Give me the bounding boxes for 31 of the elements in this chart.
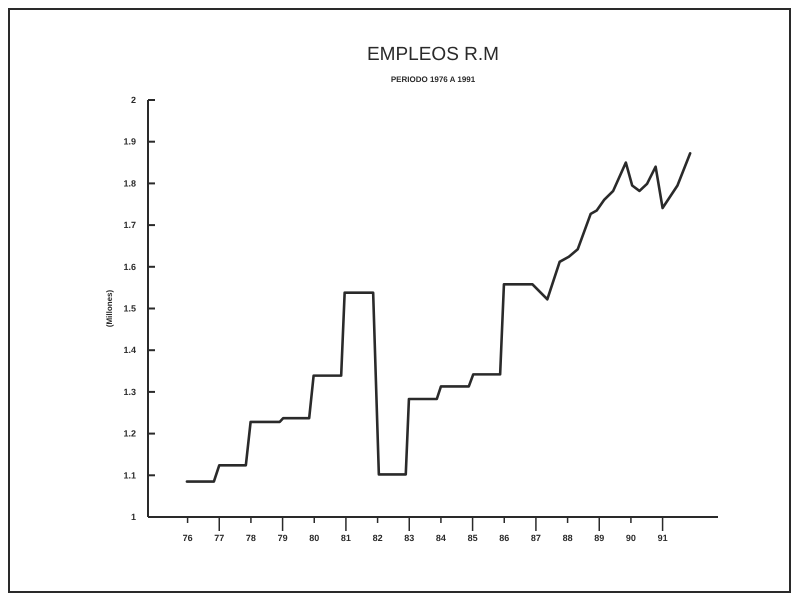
y-tick-label: 1.7: [123, 220, 136, 230]
x-tick-label: 86: [499, 533, 510, 543]
x-tick-label: 77: [214, 533, 224, 543]
x-tick-label: 90: [626, 533, 636, 543]
x-tick-label: 79: [278, 533, 288, 543]
chart-subtitle: PERIODO 1976 A 1991: [390, 75, 476, 84]
x-tick-label: 78: [246, 533, 256, 543]
x-tick-label: 83: [404, 533, 414, 543]
y-tick-label: 1.6: [123, 262, 136, 272]
x-tick-label: 91: [658, 533, 668, 543]
x-tick-label: 82: [372, 533, 383, 543]
x-tick-label: 87: [530, 533, 541, 543]
y-tick-label: 1.8: [123, 178, 136, 188]
y-tick-label: 1.2: [123, 428, 136, 439]
chart-title: EMPLEOS R.M: [367, 44, 499, 65]
x-tick-label: 80: [309, 533, 320, 543]
y-tick-label: 2: [130, 95, 136, 105]
x-tick-label: 85: [468, 533, 478, 543]
x-tick-label: 81: [340, 533, 351, 543]
x-tick-label: 84: [436, 533, 446, 543]
x-tick-label: 88: [562, 533, 573, 543]
x-tick-label: 76: [182, 533, 193, 543]
y-tick-label: 1.4: [123, 345, 136, 356]
x-tick-label: 89: [594, 533, 604, 543]
y-tick-label: 1.3: [123, 386, 136, 397]
line-series: [186, 152, 692, 483]
y-tick-label: 1.9: [123, 136, 136, 147]
y-axis-title: (Millones): [105, 290, 114, 328]
y-tick-label: 1: [130, 512, 136, 522]
y-tick-label: 1.5: [123, 304, 136, 314]
y-tick-label: 1.1: [123, 470, 136, 480]
